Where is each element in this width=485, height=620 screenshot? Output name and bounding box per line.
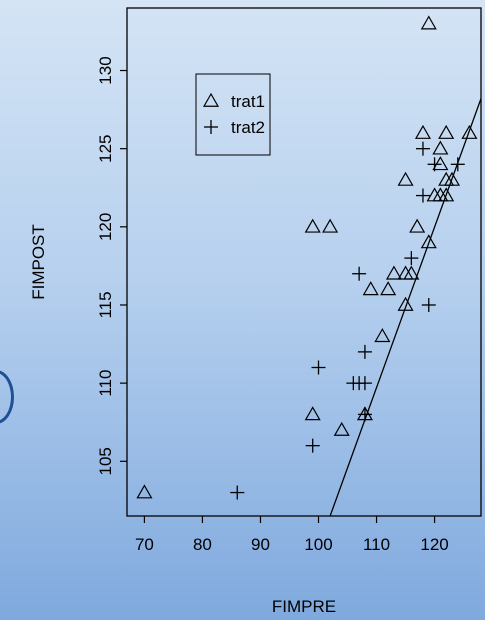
point-trat2 (450, 157, 465, 172)
point-trat1 (403, 265, 420, 280)
point-trat1 (380, 281, 397, 296)
point-trat2 (311, 360, 326, 375)
x-tick-label: 70 (135, 535, 154, 554)
x-tick-label: 80 (193, 535, 212, 554)
point-trat1 (432, 140, 449, 155)
legend: trat1 trat2 (195, 73, 271, 156)
point-trat1 (443, 171, 461, 186)
x-tick-label: 110 (363, 535, 390, 554)
point-trat1 (438, 124, 455, 139)
legend-box (195, 73, 271, 156)
x-tick-label: 90 (251, 535, 270, 554)
point-trat2 (415, 141, 430, 156)
plot-frame (126, 7, 482, 517)
point-trat2 (415, 188, 430, 203)
y-tick-label: 115 (96, 291, 115, 318)
point-trat1 (374, 328, 391, 343)
y-axis-label: FIMPOST (29, 224, 48, 300)
point-trat2 (357, 344, 372, 359)
point-trat2 (352, 266, 367, 281)
point-trat1 (461, 124, 478, 139)
y-tick-label: 125 (96, 134, 115, 162)
point-trat2 (357, 407, 372, 422)
point-trat2 (230, 485, 245, 500)
point-trat1 (397, 171, 414, 186)
point-trat1 (420, 234, 437, 249)
axes: 70 80 90 100 110 120 105 110 115 120 125 130 (96, 56, 449, 554)
legend-label-trat1: trat1 (231, 92, 265, 111)
point-trat1 (304, 218, 321, 233)
point-trat2 (404, 251, 419, 266)
y-tick-label: 130 (96, 56, 115, 84)
point-trat1 (397, 296, 414, 311)
x-tick-label: 100 (304, 535, 332, 554)
point-trat2 (427, 157, 442, 172)
point-trat1 (304, 406, 321, 421)
point-trat1 (414, 124, 432, 139)
point-trat2 (305, 438, 320, 453)
data-marks (136, 15, 482, 517)
x-tick-label: 120 (420, 535, 448, 554)
y-tick-label: 110 (96, 370, 115, 397)
point-trat1 (333, 421, 350, 436)
point-trat2 (421, 297, 436, 312)
point-trat1 (385, 265, 402, 280)
legend-label-trat2: trat2 (231, 118, 265, 137)
point-trat1 (420, 15, 437, 30)
y-tick-label: 105 (96, 447, 115, 475)
legend-marker-trat1 (202, 92, 220, 107)
point-trat1 (322, 218, 339, 233)
regression-line (329, 98, 482, 517)
point-trat1 (136, 484, 153, 499)
point-trat2 (357, 376, 372, 391)
legend-items: trat1 trat2 (202, 92, 265, 137)
x-axis-label: FIMPRE (272, 597, 336, 616)
point-trat1 (409, 218, 426, 233)
y-tick-label: 120 (96, 213, 115, 241)
point-trat1 (438, 187, 455, 202)
point-trat1 (432, 156, 449, 171)
legend-marker-trat2 (204, 120, 218, 134)
point-trat1 (362, 281, 379, 296)
